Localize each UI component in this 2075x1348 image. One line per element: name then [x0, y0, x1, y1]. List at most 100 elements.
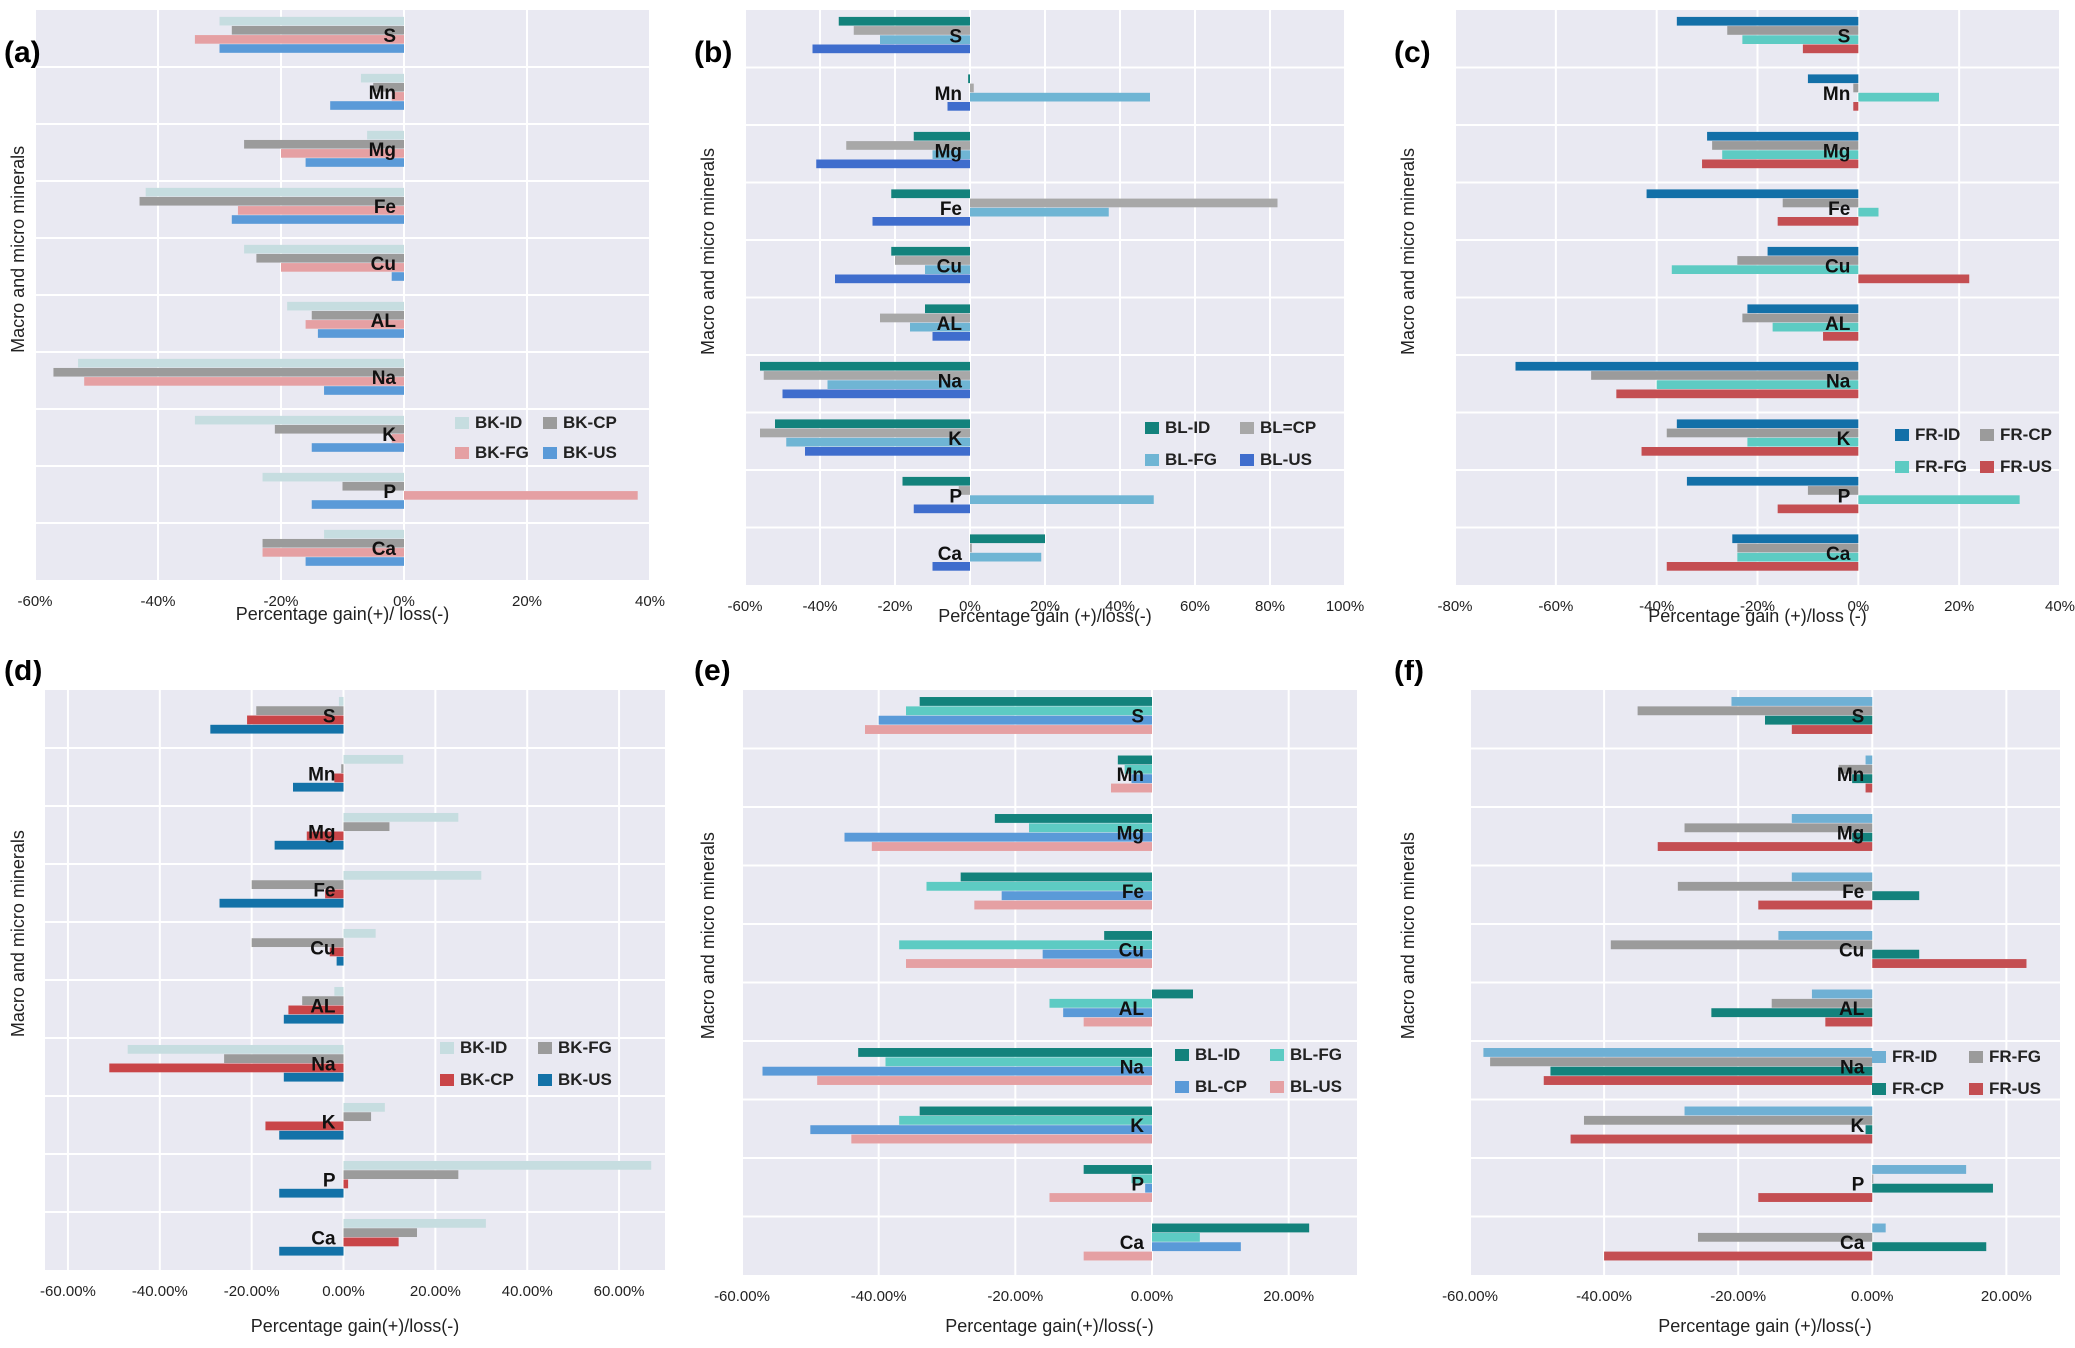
category-label: K	[1130, 1116, 1144, 1137]
bar-fe-bl-cp	[970, 198, 1278, 208]
bar-fe-bk-us	[231, 215, 404, 224]
bar-ca-fr-fg	[1697, 1232, 1873, 1242]
bar-mg-fr-fg	[1722, 150, 1859, 159]
legend-swatch	[1895, 429, 1909, 441]
bar-p-fr-us	[1777, 504, 1859, 514]
category-label: K	[322, 1113, 336, 1134]
bar-cu-fr-fg	[1671, 265, 1859, 274]
bar-ca-fr-fg	[1737, 552, 1859, 562]
legend-swatch	[1240, 422, 1254, 434]
category-label: S	[323, 707, 336, 728]
bar-ca-fr-id	[1872, 1223, 1886, 1233]
x-axis-label: Percentage gain (+)/loss (-)	[1648, 606, 1867, 626]
bar-al-fr-cp	[1742, 313, 1859, 323]
bar-al-bk-cp	[288, 1005, 344, 1015]
bar-k-bl-cp	[760, 428, 970, 438]
category-label: Ca	[1120, 1233, 1145, 1254]
bar-fe-bl-fg	[926, 881, 1152, 891]
x-tick-label: -60.00%	[714, 1288, 770, 1305]
category-label: Na	[311, 1055, 336, 1076]
y-axis-label: Macro and micro minerals	[8, 830, 28, 1037]
bar-mn-bl-cp	[970, 83, 974, 93]
bar-al-bl-cp	[1063, 1008, 1152, 1018]
bar-ca-bk-id	[324, 529, 404, 539]
bar-p-fr-fg	[1858, 495, 2020, 504]
category-label: K	[1837, 429, 1851, 450]
category-label: Ca	[938, 544, 963, 565]
bar-s-bk-fg	[256, 706, 344, 716]
bar-mg-bk-fg	[281, 149, 404, 158]
bar-cu-bl-fg	[899, 940, 1152, 950]
x-tick-label: 20.00%	[1263, 1288, 1314, 1305]
bar-mg-bk-id	[367, 130, 404, 140]
bar-k-fr-us	[1641, 447, 1859, 456]
bar-cu-bl-us	[835, 274, 970, 284]
category-label: Mn	[1823, 84, 1850, 105]
bar-k-bl-cp	[810, 1125, 1152, 1135]
x-tick-label: 40%	[2045, 598, 2075, 615]
legend-label: FR-FG	[1989, 1047, 2041, 1066]
bar-na-bl-id	[858, 1048, 1152, 1057]
category-label: Mg	[1117, 824, 1144, 845]
bar-fe-bl-us	[974, 900, 1152, 910]
bar-mn-fr-us	[1865, 783, 1873, 793]
x-tick-label: -60.00%	[1442, 1288, 1498, 1305]
bar-ca-fr-us	[1666, 562, 1859, 571]
category-label: Ca	[1826, 544, 1851, 565]
bar-na-fr-cp	[1591, 371, 1859, 380]
bar-p-bl-fg	[970, 495, 1154, 504]
bar-ca-bk-us	[279, 1246, 344, 1256]
legend-swatch	[538, 1042, 552, 1054]
bar-k-bk-cp	[265, 1121, 344, 1131]
bar-s-bk-us	[219, 44, 404, 53]
bar-mn-bk-us	[293, 782, 344, 792]
bar-cu-fr-cp	[1872, 949, 1920, 959]
bar-mn-bl-cp	[1131, 774, 1152, 784]
bar-ca-bl-us	[1083, 1251, 1152, 1261]
legend-label: BK-CP	[460, 1070, 514, 1089]
bar-cu-fr-id	[1778, 931, 1873, 940]
bar-al-fr-cp	[1711, 1008, 1873, 1018]
bar-s-bl-id	[919, 697, 1152, 706]
category-label: K	[948, 429, 962, 450]
y-axis-label: Macro and micro minerals	[698, 148, 718, 355]
bar-k-fr-us	[1570, 1134, 1873, 1144]
bar-p-fr-cp	[1872, 1183, 1993, 1193]
bar-mg-bl-cp	[846, 141, 970, 150]
bar-na-bl-us	[782, 389, 970, 399]
bar-fe-bk-cp	[139, 196, 405, 206]
y-axis-label: Macro and micro minerals	[1398, 832, 1418, 1039]
bar-s-fr-us	[1802, 44, 1859, 54]
bar-na-bk-fg	[84, 377, 404, 386]
category-label: Mg	[369, 140, 396, 161]
bar-ca-fr-id	[1732, 534, 1859, 544]
bar-mg-bk-cp	[306, 831, 344, 841]
x-tick-label: 20.00%	[1981, 1288, 2032, 1305]
bar-fe-bk-us	[219, 898, 344, 908]
legend-swatch	[1175, 1081, 1189, 1093]
bar-mg-fr-id	[1791, 814, 1873, 823]
x-tick-label: 0%	[959, 598, 981, 615]
bar-na-fr-fg	[1490, 1057, 1873, 1067]
bar-mn-fr-us	[1853, 102, 1859, 111]
legend-label: BK-ID	[475, 413, 522, 432]
legend-swatch	[1270, 1049, 1284, 1061]
bar-ca-bk-fg	[262, 548, 404, 557]
panel-label: (b)	[694, 36, 732, 69]
bar-fe-fr-us	[1758, 900, 1873, 910]
legend-swatch	[1175, 1049, 1189, 1061]
bar-fe-bk-fg	[237, 206, 404, 215]
bar-k-bk-fg	[391, 434, 404, 443]
category-label: Cu	[937, 256, 962, 277]
legend-swatch	[1872, 1051, 1886, 1063]
bar-fe-bl-id	[960, 872, 1152, 882]
category-label: Mg	[1823, 141, 1850, 162]
bar-mg-fr-us	[1702, 159, 1859, 169]
panel-b: S Mn Mg Fe Cu AL Na K P Ca -60% -40% -20% 0% 20% 40% 60%…	[694, 10, 1364, 626]
category-label: S	[383, 26, 396, 47]
bar-p-fr-us	[1758, 1193, 1873, 1202]
bar-na-bk-fg	[224, 1054, 344, 1064]
panel-e: S Mn Mg Fe Cu AL Na K P Ca -60.00% -40.00% -20.00% 0.…	[694, 660, 1357, 1336]
bar-s-fr-us	[1791, 725, 1873, 734]
